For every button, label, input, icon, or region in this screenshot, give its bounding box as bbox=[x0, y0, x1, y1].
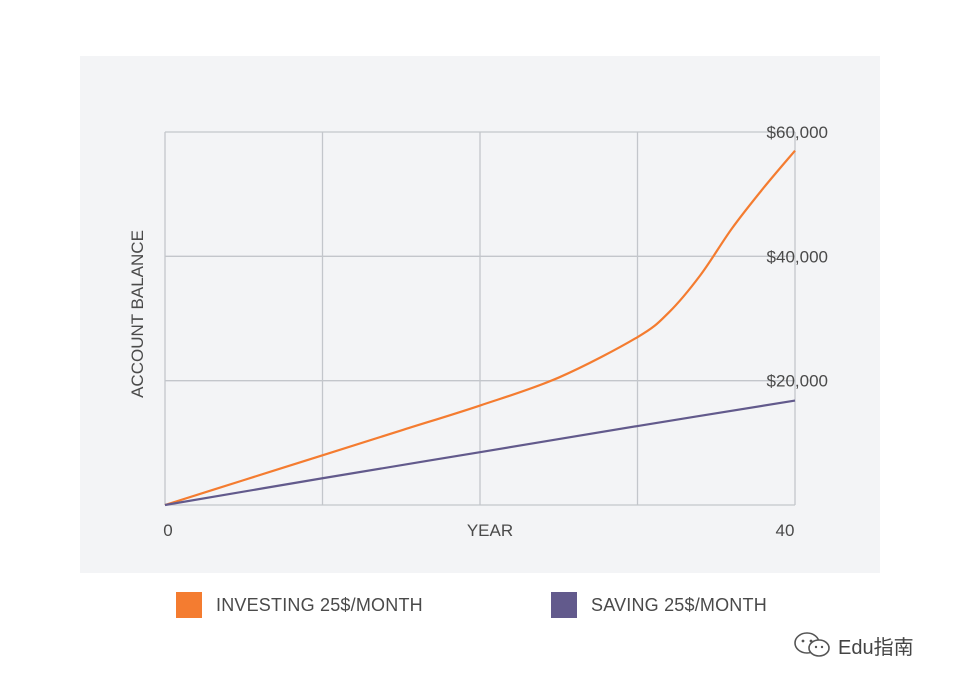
watermark-text: Edu指南 bbox=[838, 636, 914, 659]
x-axis-label: YEAR bbox=[467, 521, 513, 540]
chart-panel: $20,000 $40,000 $60,000 0 40 ACCOUNT BALANCE… bbox=[80, 56, 880, 573]
y-tick-label: $60,000 bbox=[767, 123, 828, 142]
wechat-icon bbox=[794, 632, 830, 657]
grid bbox=[164, 131, 796, 506]
watermark: Edu指南 bbox=[792, 630, 914, 660]
y-axis-label: ACCOUNT BALANCE bbox=[128, 230, 147, 398]
x-tick-label: 40 bbox=[776, 521, 795, 540]
legend-item-investing: INVESTING 25$/MONTH bbox=[176, 592, 423, 618]
legend-item-saving: SAVING 25$/MONTH bbox=[551, 592, 767, 618]
series-line-saving bbox=[164, 399, 796, 507]
x-tick-label: 0 bbox=[163, 521, 172, 540]
legend-swatch-saving bbox=[551, 592, 577, 618]
tick-labels: $20,000 $40,000 $60,000 0 40 bbox=[163, 123, 828, 540]
line-chart: $20,000 $40,000 $60,000 0 40 ACCOUNT BALANCE… bbox=[128, 123, 828, 540]
legend-swatch-investing bbox=[176, 592, 202, 618]
y-tick-label: $20,000 bbox=[767, 372, 828, 391]
series-line-investing bbox=[164, 149, 796, 507]
y-tick-label: $40,000 bbox=[767, 247, 828, 266]
legend-label-investing: INVESTING 25$/MONTH bbox=[216, 594, 423, 615]
legend-label-saving: SAVING 25$/MONTH bbox=[591, 594, 767, 615]
series-layer bbox=[164, 149, 796, 507]
